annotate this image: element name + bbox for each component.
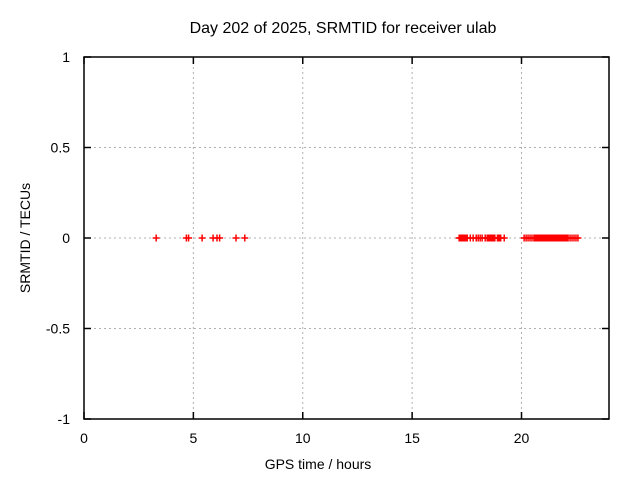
data-point-marker [574,234,582,242]
y-axis-label: SRMTID / TECUs [17,183,33,293]
x-axis-label: GPS time / hours [265,456,372,472]
tick-labels: 0 5 10 15 20 1 0.5 0 -0.5 -1 [46,49,530,446]
data-point-marker [500,234,508,242]
x-tick-label: 10 [295,430,311,446]
x-tick-label: 15 [404,430,420,446]
x-tick-label: 5 [189,430,197,446]
data-point-marker [185,234,193,242]
y-tick-label: 1 [62,49,70,65]
y-tick-label: -0.5 [46,321,70,337]
data-point-marker [241,234,249,242]
data-points [152,234,582,242]
y-tick-label: -1 [58,411,71,427]
chart-title: Day 202 of 2025, SRMTID for receiver ula… [190,20,497,37]
axis-ticks [83,56,609,420]
data-point-marker [232,234,240,242]
x-tick-label: 0 [80,430,88,446]
x-tick-label: 20 [514,430,530,446]
y-tick-label: 0 [62,230,70,246]
y-tick-label: 0.5 [51,140,71,156]
data-point-marker [198,234,206,242]
data-point-marker [152,234,160,242]
data-point-marker [216,234,224,242]
